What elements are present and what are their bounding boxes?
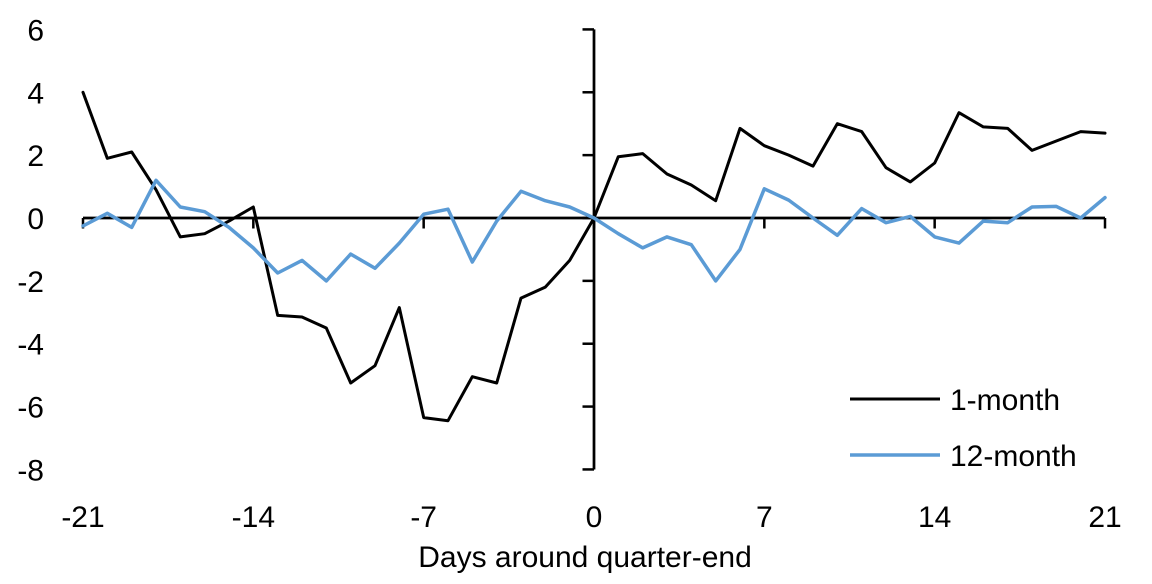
y-tick-label: -8 [17,454,44,487]
y-tick-labels: 6 4 2 0 -2 -4 -6 -8 [17,14,44,487]
x-tick-label: 0 [586,501,603,534]
y-tick-label: -4 [17,329,44,362]
x-tick-label: -21 [61,501,104,534]
y-tick-label: 2 [27,140,44,173]
y-tick-marks [582,28,594,471]
y-tick-label: 0 [27,203,44,236]
y-tick-label: -2 [17,266,44,299]
y-tick-label: 4 [27,77,44,110]
series-line-12-month [81,178,1107,283]
legend-label-12-month: 12-month [950,440,1077,473]
x-axis-title: Days around quarter-end [418,541,752,574]
legend-label-1-month: 1-month [950,384,1060,417]
y-tick-label: 6 [27,14,44,47]
x-tick-label: -7 [410,501,437,534]
x-tick-label: 7 [756,501,773,534]
x-tick-label: 21 [1088,501,1121,534]
series-group [81,90,1107,423]
y-tick-label: -6 [17,392,44,425]
x-tick-label: 14 [918,501,951,534]
legend: 1-month 12-month [850,384,1077,473]
x-tick-labels: -21 -14 -7 0 7 14 21 [61,501,1121,534]
x-tick-label: -14 [232,501,275,534]
